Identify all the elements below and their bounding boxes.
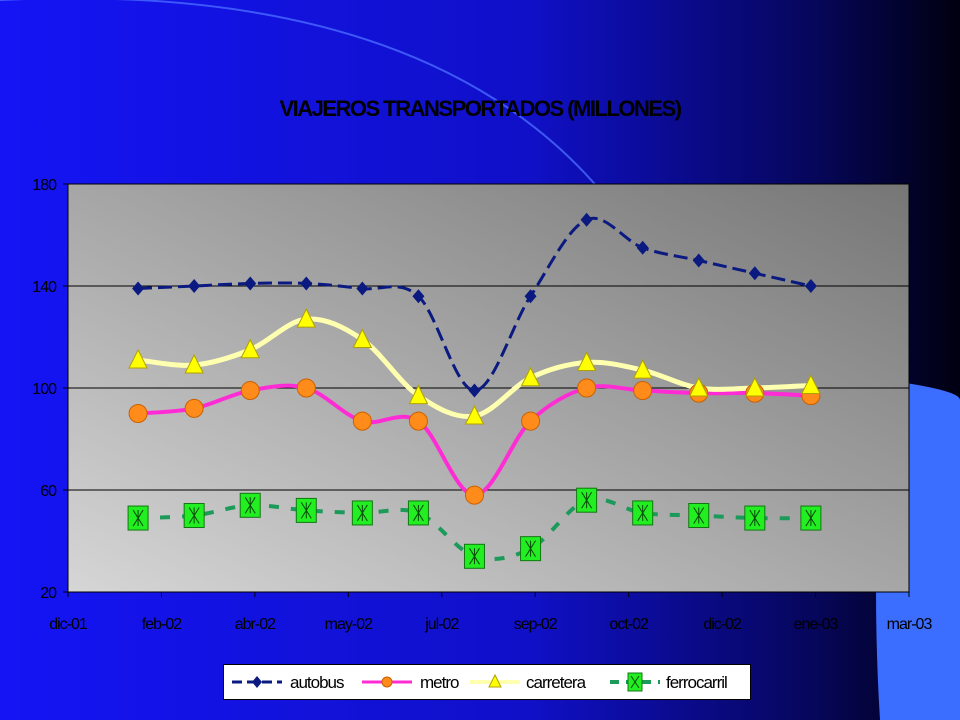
marker-cross [637, 504, 649, 522]
data-point-metro [352, 411, 372, 431]
marker-cross [693, 507, 705, 524]
x-tick-label: abr-02 [235, 616, 276, 633]
data-point-metro [577, 378, 597, 398]
data-point-autobus [356, 281, 369, 296]
data-point-carretera [408, 384, 429, 405]
x-tick-label: may-02 [325, 616, 373, 633]
data-point-ferrocarril [576, 487, 598, 513]
legend-carretera-swatch [470, 673, 520, 688]
data-point-carretera [632, 359, 653, 379]
x-tick-label: jul-02 [424, 616, 459, 633]
chart-legend: autobus metro carretera ferrocarril [223, 664, 751, 700]
data-point-carretera [464, 404, 485, 425]
marker-cross [132, 509, 144, 527]
data-point-carretera [352, 328, 373, 349]
marker-cross [469, 548, 480, 565]
data-point-ferrocarril [127, 505, 149, 531]
marker-cross [412, 504, 424, 522]
data-point-autobus [524, 289, 537, 304]
data-point-metro [128, 404, 148, 423]
data-point-ferrocarril [239, 492, 261, 518]
marker-cross [525, 540, 536, 557]
chart-title: VIAJEROS TRANSPORTADOS (MILLONES) [279, 96, 682, 121]
data-point-metro [521, 411, 541, 431]
y-tick-label: 20 [40, 585, 57, 602]
data-point-ferrocarril [351, 500, 373, 526]
legend-label-carretera: carretera [526, 673, 586, 692]
marker-cross [244, 497, 256, 514]
data-point-carretera [576, 351, 597, 371]
data-point-ferrocarril [295, 497, 317, 523]
data-point-carretera [520, 366, 541, 387]
data-point-autobus [468, 383, 481, 398]
marker-cross [356, 504, 368, 522]
data-point-autobus [748, 266, 761, 281]
y-tick-label: 60 [40, 483, 57, 500]
marker-cross [749, 509, 761, 527]
data-point-metro [464, 485, 484, 505]
data-point-carretera [745, 376, 765, 397]
data-point-autobus [244, 276, 257, 291]
data-point-autobus [692, 253, 705, 268]
data-point-autobus [300, 276, 313, 291]
data-point-ferrocarril [632, 500, 654, 526]
data-point-metro [633, 381, 653, 401]
data-point-carretera [128, 348, 148, 369]
y-tick-label: 180 [32, 177, 57, 194]
data-point-ferrocarril [800, 505, 822, 531]
decorative-arc [0, 0, 601, 191]
data-point-autobus [132, 281, 145, 296]
legend-metro-swatch [362, 676, 412, 688]
data-point-carretera [240, 338, 261, 359]
x-tick-label: mar-03 [887, 616, 933, 633]
marker-cross [805, 509, 817, 527]
marker-cross [581, 491, 593, 509]
data-point-metro [408, 411, 428, 431]
marker-cross [188, 507, 200, 524]
data-point-autobus [580, 212, 593, 227]
data-point-autobus [804, 279, 817, 293]
marker-cross [300, 502, 312, 519]
y-tick-label: 140 [32, 279, 57, 296]
x-tick-label: sep-02 [514, 616, 558, 633]
data-point-ferrocarril [463, 543, 485, 569]
legend-autobus-swatch [232, 676, 282, 688]
data-point-autobus [188, 279, 201, 293]
data-point-ferrocarril [688, 503, 710, 528]
data-point-metro [184, 398, 204, 418]
data-point-carretera [184, 353, 204, 374]
x-tick-label: ene-03 [794, 616, 839, 633]
data-point-ferrocarril [520, 536, 542, 562]
data-point-metro [296, 378, 316, 398]
legend-label-autobus: autobus [290, 673, 344, 692]
data-point-carretera [801, 374, 821, 394]
x-tick-label: dic-01 [49, 616, 88, 633]
data-point-carretera [296, 308, 317, 328]
x-tick-label: dic-02 [703, 616, 742, 633]
data-point-ferrocarril [407, 500, 429, 526]
data-point-ferrocarril [183, 503, 205, 528]
legend-ferrocarril-swatch [610, 672, 660, 692]
x-tick-label: feb-02 [142, 616, 182, 633]
data-point-autobus [412, 289, 425, 304]
data-point-autobus [636, 240, 649, 255]
legend-label-metro: metro [420, 673, 459, 692]
data-point-ferrocarril [744, 505, 766, 531]
data-point-metro [240, 381, 260, 401]
legend-label-ferrocarril: ferrocarril [666, 673, 728, 692]
data-point-carretera [688, 376, 709, 397]
x-tick-label: oct-02 [609, 616, 649, 633]
y-tick-label: 100 [32, 381, 57, 398]
